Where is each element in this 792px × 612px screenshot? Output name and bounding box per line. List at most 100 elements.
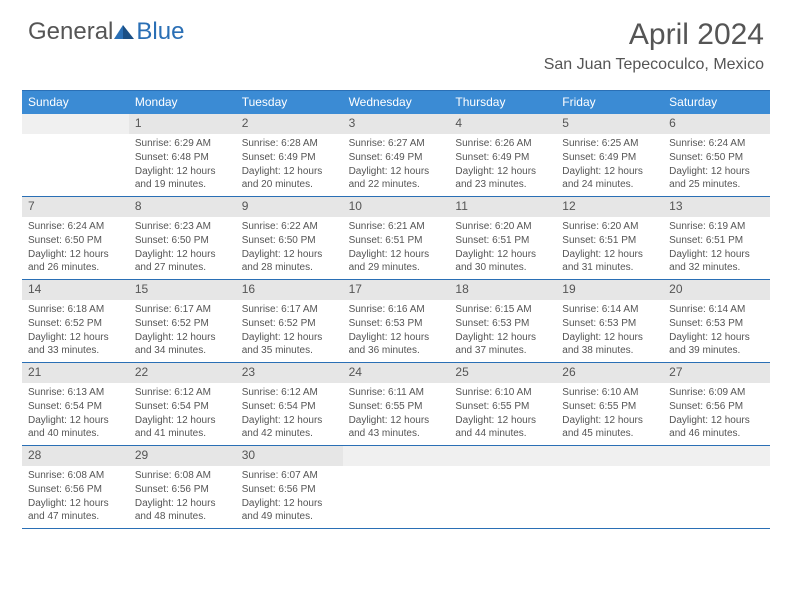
- day-number: [343, 446, 450, 466]
- sunset-line: Sunset: 6:49 PM: [455, 151, 550, 164]
- day-cell: 10Sunrise: 6:21 AMSunset: 6:51 PMDayligh…: [343, 197, 450, 279]
- sunrise-line: Sunrise: 6:18 AM: [28, 303, 123, 316]
- day-body: Sunrise: 6:07 AMSunset: 6:56 PMDaylight:…: [236, 466, 343, 528]
- day-cell: 30Sunrise: 6:07 AMSunset: 6:56 PMDayligh…: [236, 446, 343, 528]
- sunrise-line: Sunrise: 6:20 AM: [562, 220, 657, 233]
- blank-cell: [22, 114, 129, 196]
- day-cell: 25Sunrise: 6:10 AMSunset: 6:55 PMDayligh…: [449, 363, 556, 445]
- sunrise-line: Sunrise: 6:17 AM: [135, 303, 230, 316]
- sunset-line: Sunset: 6:55 PM: [349, 400, 444, 413]
- daylight-line: Daylight: 12 hours and 47 minutes.: [28, 497, 123, 523]
- day-cell: 14Sunrise: 6:18 AMSunset: 6:52 PMDayligh…: [22, 280, 129, 362]
- day-cell: 29Sunrise: 6:08 AMSunset: 6:56 PMDayligh…: [129, 446, 236, 528]
- day-body: Sunrise: 6:25 AMSunset: 6:49 PMDaylight:…: [556, 134, 663, 196]
- daylight-line: Daylight: 12 hours and 44 minutes.: [455, 414, 550, 440]
- sunrise-line: Sunrise: 6:29 AM: [135, 137, 230, 150]
- day-number: 14: [22, 280, 129, 300]
- day-body: Sunrise: 6:27 AMSunset: 6:49 PMDaylight:…: [343, 134, 450, 196]
- day-number: 17: [343, 280, 450, 300]
- day-cell: 28Sunrise: 6:08 AMSunset: 6:56 PMDayligh…: [22, 446, 129, 528]
- daylight-line: Daylight: 12 hours and 28 minutes.: [242, 248, 337, 274]
- week-row: 28Sunrise: 6:08 AMSunset: 6:56 PMDayligh…: [22, 446, 770, 529]
- daylight-line: Daylight: 12 hours and 20 minutes.: [242, 165, 337, 191]
- day-number: 28: [22, 446, 129, 466]
- day-cell: 22Sunrise: 6:12 AMSunset: 6:54 PMDayligh…: [129, 363, 236, 445]
- day-number: 7: [22, 197, 129, 217]
- day-number: 25: [449, 363, 556, 383]
- day-header: Sunday: [22, 91, 129, 114]
- daylight-line: Daylight: 12 hours and 39 minutes.: [669, 331, 764, 357]
- day-cell: 13Sunrise: 6:19 AMSunset: 6:51 PMDayligh…: [663, 197, 770, 279]
- day-number: 30: [236, 446, 343, 466]
- day-number: 9: [236, 197, 343, 217]
- sunset-line: Sunset: 6:50 PM: [669, 151, 764, 164]
- sunset-line: Sunset: 6:50 PM: [242, 234, 337, 247]
- sunset-line: Sunset: 6:51 PM: [455, 234, 550, 247]
- sunset-line: Sunset: 6:53 PM: [349, 317, 444, 330]
- day-body: Sunrise: 6:21 AMSunset: 6:51 PMDaylight:…: [343, 217, 450, 279]
- sunrise-line: Sunrise: 6:28 AM: [242, 137, 337, 150]
- day-number: [449, 446, 556, 466]
- day-cell: 24Sunrise: 6:11 AMSunset: 6:55 PMDayligh…: [343, 363, 450, 445]
- day-cell: 21Sunrise: 6:13 AMSunset: 6:54 PMDayligh…: [22, 363, 129, 445]
- daylight-line: Daylight: 12 hours and 42 minutes.: [242, 414, 337, 440]
- daylight-line: Daylight: 12 hours and 43 minutes.: [349, 414, 444, 440]
- sunset-line: Sunset: 6:49 PM: [242, 151, 337, 164]
- day-number: 27: [663, 363, 770, 383]
- sunrise-line: Sunrise: 6:19 AM: [669, 220, 764, 233]
- day-header: Monday: [129, 91, 236, 114]
- day-number: 29: [129, 446, 236, 466]
- week-row: 1Sunrise: 6:29 AMSunset: 6:48 PMDaylight…: [22, 114, 770, 197]
- sunset-line: Sunset: 6:53 PM: [669, 317, 764, 330]
- daylight-line: Daylight: 12 hours and 25 minutes.: [669, 165, 764, 191]
- day-body: Sunrise: 6:29 AMSunset: 6:48 PMDaylight:…: [129, 134, 236, 196]
- day-header: Thursday: [449, 91, 556, 114]
- sunset-line: Sunset: 6:54 PM: [242, 400, 337, 413]
- sunset-line: Sunset: 6:56 PM: [242, 483, 337, 496]
- sunset-line: Sunset: 6:51 PM: [349, 234, 444, 247]
- sunrise-line: Sunrise: 6:17 AM: [242, 303, 337, 316]
- daylight-line: Daylight: 12 hours and 22 minutes.: [349, 165, 444, 191]
- daylight-line: Daylight: 12 hours and 26 minutes.: [28, 248, 123, 274]
- sunrise-line: Sunrise: 6:27 AM: [349, 137, 444, 150]
- daylight-line: Daylight: 12 hours and 36 minutes.: [349, 331, 444, 357]
- day-body: Sunrise: 6:26 AMSunset: 6:49 PMDaylight:…: [449, 134, 556, 196]
- sunrise-line: Sunrise: 6:22 AM: [242, 220, 337, 233]
- day-body: Sunrise: 6:24 AMSunset: 6:50 PMDaylight:…: [663, 134, 770, 196]
- day-cell: 4Sunrise: 6:26 AMSunset: 6:49 PMDaylight…: [449, 114, 556, 196]
- sunrise-line: Sunrise: 6:10 AM: [455, 386, 550, 399]
- daylight-line: Daylight: 12 hours and 32 minutes.: [669, 248, 764, 274]
- day-number: 24: [343, 363, 450, 383]
- daylight-line: Daylight: 12 hours and 29 minutes.: [349, 248, 444, 274]
- logo: General Blue: [28, 18, 184, 46]
- day-cell: 3Sunrise: 6:27 AMSunset: 6:49 PMDaylight…: [343, 114, 450, 196]
- day-body: Sunrise: 6:08 AMSunset: 6:56 PMDaylight:…: [129, 466, 236, 528]
- day-cell: 19Sunrise: 6:14 AMSunset: 6:53 PMDayligh…: [556, 280, 663, 362]
- day-number: 6: [663, 114, 770, 134]
- header: General Blue April 2024 San Juan Tepecoc…: [0, 0, 792, 82]
- sunset-line: Sunset: 6:56 PM: [28, 483, 123, 496]
- day-body: Sunrise: 6:10 AMSunset: 6:55 PMDaylight:…: [449, 383, 556, 445]
- day-number: [556, 446, 663, 466]
- day-number: 4: [449, 114, 556, 134]
- daylight-line: Daylight: 12 hours and 24 minutes.: [562, 165, 657, 191]
- sunset-line: Sunset: 6:50 PM: [135, 234, 230, 247]
- sunrise-line: Sunrise: 6:12 AM: [135, 386, 230, 399]
- sunset-line: Sunset: 6:53 PM: [562, 317, 657, 330]
- day-number: [22, 114, 129, 134]
- daylight-line: Daylight: 12 hours and 31 minutes.: [562, 248, 657, 274]
- sunrise-line: Sunrise: 6:23 AM: [135, 220, 230, 233]
- month-title: April 2024: [544, 18, 764, 52]
- daylight-line: Daylight: 12 hours and 19 minutes.: [135, 165, 230, 191]
- day-cell: 8Sunrise: 6:23 AMSunset: 6:50 PMDaylight…: [129, 197, 236, 279]
- day-cell: 7Sunrise: 6:24 AMSunset: 6:50 PMDaylight…: [22, 197, 129, 279]
- daylight-line: Daylight: 12 hours and 38 minutes.: [562, 331, 657, 357]
- calendar: SundayMondayTuesdayWednesdayThursdayFrid…: [22, 90, 770, 529]
- sunrise-line: Sunrise: 6:14 AM: [669, 303, 764, 316]
- sunset-line: Sunset: 6:53 PM: [455, 317, 550, 330]
- day-body: Sunrise: 6:11 AMSunset: 6:55 PMDaylight:…: [343, 383, 450, 445]
- day-body: Sunrise: 6:17 AMSunset: 6:52 PMDaylight:…: [129, 300, 236, 362]
- day-cell: 17Sunrise: 6:16 AMSunset: 6:53 PMDayligh…: [343, 280, 450, 362]
- day-cell: 6Sunrise: 6:24 AMSunset: 6:50 PMDaylight…: [663, 114, 770, 196]
- day-number: 3: [343, 114, 450, 134]
